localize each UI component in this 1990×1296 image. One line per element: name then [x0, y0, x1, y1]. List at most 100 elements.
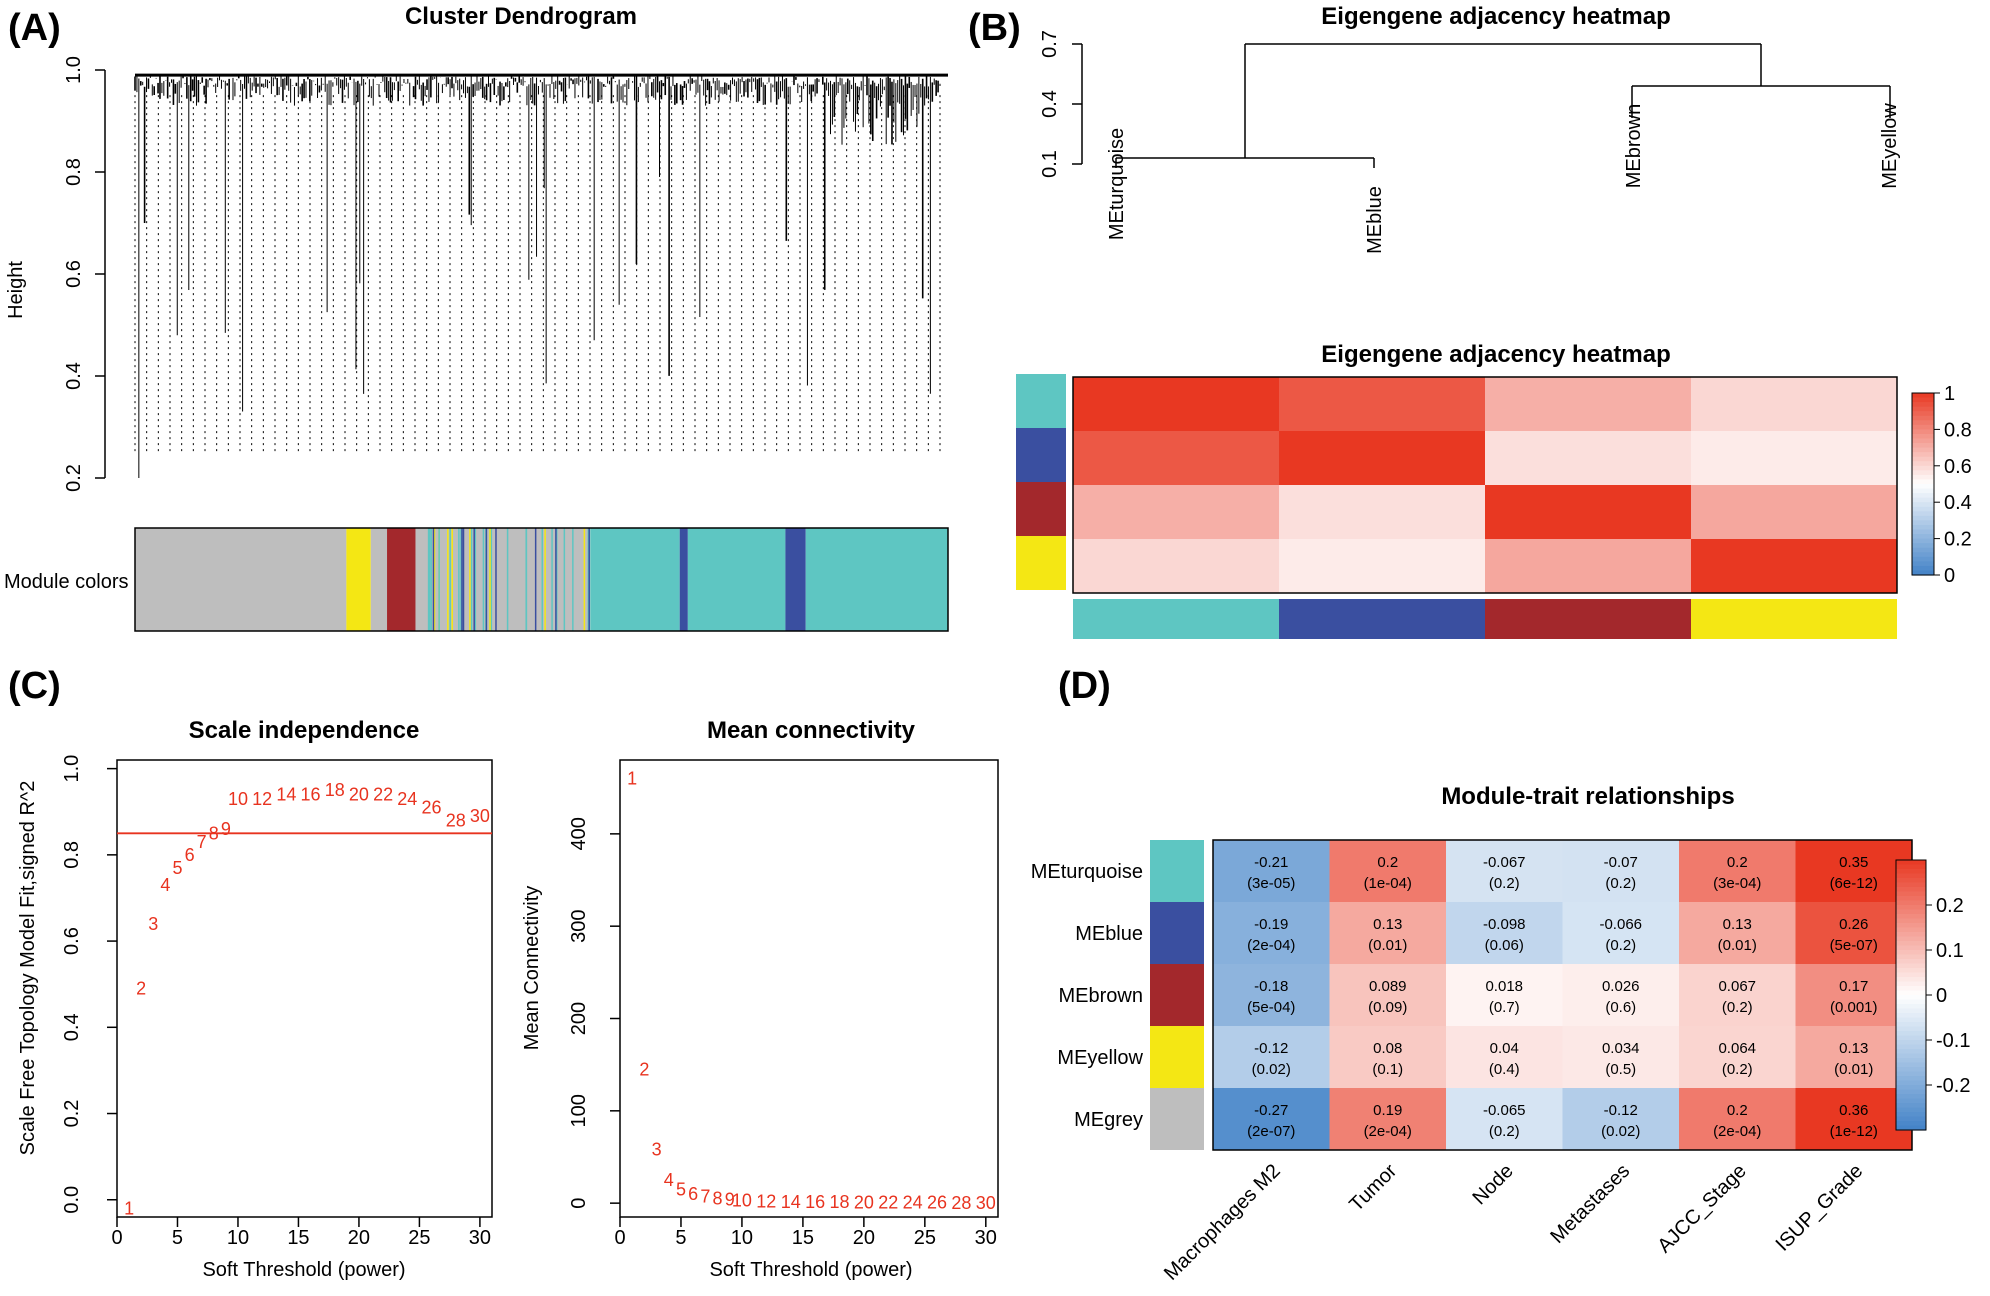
- data-point-label: 16: [301, 784, 321, 804]
- data-point-label: 20: [854, 1192, 874, 1212]
- scale-step: [1912, 538, 1934, 544]
- data-point-label: 3: [148, 914, 158, 934]
- trait-cell-p: (1e-12): [1830, 1123, 1878, 1140]
- trait-cell-p: (3e-05): [1247, 875, 1295, 892]
- col-color-blue: [1279, 599, 1485, 639]
- scale-step: [1912, 424, 1934, 430]
- module-segment-blue: [679, 528, 688, 631]
- data-point-label: 3: [652, 1140, 662, 1160]
- data-point-label: 8: [209, 823, 219, 843]
- heatmap-cell: [1691, 431, 1897, 485]
- scale-frame: [1911, 392, 1935, 576]
- scale-step: [1912, 447, 1934, 453]
- heatmap-cell: [1073, 431, 1279, 485]
- scale-step: [1896, 1112, 1926, 1118]
- data-point-label: 5: [172, 858, 182, 878]
- scale-step: [1896, 941, 1926, 947]
- scale-step: [1896, 1004, 1926, 1010]
- scale-step: [1896, 1089, 1926, 1095]
- scale-step: [1896, 900, 1926, 906]
- plot-frame: [619, 759, 999, 1218]
- scale-step: [1912, 452, 1934, 458]
- scale-step: [1896, 909, 1926, 915]
- trait-cell: [1795, 902, 1912, 964]
- scale-step: [1896, 972, 1926, 978]
- trait-cell-r: 0.026: [1602, 978, 1640, 995]
- col-label: Node: [1468, 1160, 1517, 1209]
- module-trait-color-scale: 0.2 0.1 0 -0.1 -0.2: [1895, 859, 1970, 1131]
- module-segment-blue: [785, 528, 806, 631]
- trait-cell-r: -0.098: [1483, 916, 1526, 933]
- trait-cell-p: (0.02): [1601, 1123, 1640, 1140]
- module-stripe: [495, 528, 497, 631]
- scale-tick-label: -0.2: [1936, 1075, 1970, 1097]
- scale-step: [1912, 397, 1934, 403]
- heatmap-cell: [1073, 485, 1279, 539]
- trait-cell: [1213, 840, 1330, 902]
- scale-step: [1896, 959, 1926, 965]
- data-point-label: 24: [397, 789, 417, 809]
- scale-tick-label: 0.4: [1944, 492, 1972, 514]
- scale-step: [1896, 896, 1926, 902]
- trait-cell-p: (0.2): [1605, 937, 1636, 954]
- module-segment-grey: [415, 528, 591, 631]
- data-point-label: 9: [221, 819, 231, 839]
- x-tick-label: 25: [408, 1227, 430, 1249]
- scale-step: [1896, 914, 1926, 920]
- y-tick-label: 0.8: [63, 158, 85, 186]
- trait-cell: [1213, 1088, 1330, 1150]
- module-stripe: [461, 528, 463, 631]
- heatmap-cell: [1485, 539, 1691, 593]
- scale-step: [1896, 1062, 1926, 1068]
- row-color-grey: [1150, 1088, 1204, 1150]
- x-tick-label: 15: [287, 1227, 309, 1249]
- module-stripe: [482, 528, 485, 631]
- heatmap-cell: [1279, 485, 1485, 539]
- y-tick-label: 400: [568, 817, 590, 850]
- scale-step: [1896, 1094, 1926, 1100]
- data-point-label: 22: [373, 784, 393, 804]
- scale-step: [1896, 981, 1926, 987]
- scale-step: [1912, 443, 1934, 449]
- data-point-label: 2: [639, 1059, 649, 1079]
- scale-step: [1912, 465, 1934, 471]
- module-stripe: [428, 528, 431, 631]
- eigengene-dendrogram-title: Eigengene adjacency heatmap: [1321, 3, 1670, 30]
- trait-cell-p: (2e-07): [1247, 1123, 1295, 1140]
- panel-b-heatmap: Eigengene adjacency heatmap 1 0.8 0.6 0.4 0.…: [1016, 341, 1972, 639]
- y-tick-label: 100: [568, 1094, 590, 1127]
- x-tick-label: 30: [469, 1227, 491, 1249]
- trait-cell-p: (0.7): [1489, 999, 1520, 1016]
- module-trait-row-color-bar: [1150, 840, 1204, 1150]
- scale-step: [1896, 869, 1926, 875]
- trait-cell-r: 0.2: [1377, 854, 1398, 871]
- data-point-label: 12: [756, 1191, 776, 1211]
- scale-step: [1896, 1022, 1926, 1028]
- scale-step: [1912, 402, 1934, 408]
- heatmap-cell: [1073, 377, 1279, 431]
- data-point-label: 28: [446, 810, 466, 830]
- module-color-bar: [134, 527, 949, 632]
- scale-step: [1912, 570, 1934, 576]
- module-stripe: [490, 528, 493, 631]
- data-point-label: 10: [732, 1190, 752, 1210]
- module-stripe: [485, 528, 488, 631]
- scale-tick-label: 0: [1936, 985, 1947, 1007]
- trait-cell-r: 0.35: [1839, 854, 1868, 871]
- trait-cell-r: 0.17: [1839, 978, 1868, 995]
- data-point-label: 1: [124, 1198, 134, 1218]
- trait-cell-r: 0.13: [1723, 916, 1752, 933]
- data-point-label: 7: [197, 832, 207, 852]
- trait-cell: [1329, 964, 1446, 1026]
- scale-step: [1912, 556, 1934, 562]
- data-point-label: 6: [185, 845, 195, 865]
- scale-step: [1896, 990, 1926, 996]
- scale-step: [1912, 547, 1934, 553]
- trait-cell-r: 0.04: [1490, 1040, 1519, 1057]
- scale-step: [1912, 420, 1934, 426]
- scale-step: [1896, 963, 1926, 969]
- trait-cell-p: (3e-04): [1713, 875, 1761, 892]
- heatmap-cell: [1279, 377, 1485, 431]
